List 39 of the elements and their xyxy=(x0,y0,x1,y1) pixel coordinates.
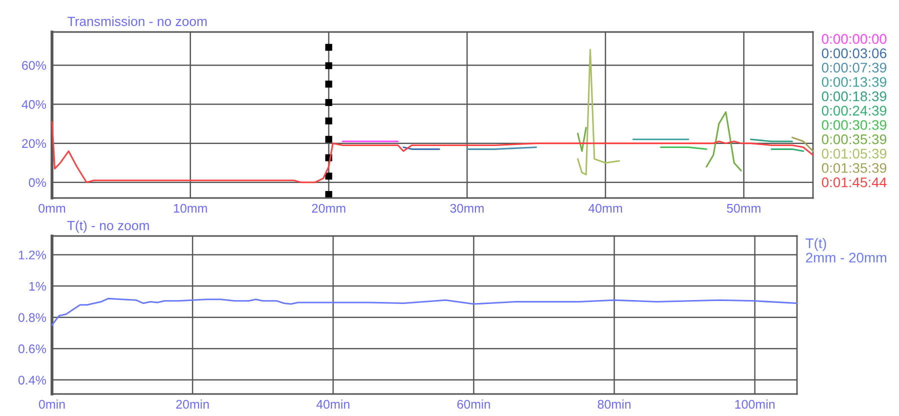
chart-title: Transmission - no zoom xyxy=(68,16,207,26)
x-tick-label: 80min xyxy=(598,400,630,409)
series-label: 0:01:45:44 xyxy=(822,177,887,188)
text: 2mm - 20mm xyxy=(806,252,886,263)
x-tick-label: 20mm xyxy=(312,204,346,213)
y-tick-label: 0.4% xyxy=(18,376,46,385)
y-tick-label: 0.8% xyxy=(18,313,46,322)
y-tick-label: 1.2% xyxy=(18,250,46,260)
x-tick-label: 50mm xyxy=(726,204,760,213)
y-tick-label: 20% xyxy=(22,139,46,148)
x-tick-label: 0mm xyxy=(38,204,66,213)
text: 0:00:03:06 xyxy=(822,48,886,58)
y-tick-label: 1% xyxy=(29,282,46,291)
line-series xyxy=(51,298,798,326)
text: 0:00:07:39 xyxy=(822,62,886,73)
x-tick-label: 100min xyxy=(735,400,775,409)
line-series xyxy=(51,121,814,184)
line-series xyxy=(577,48,620,176)
x-tick-label: 10mm xyxy=(174,204,207,213)
x-tick-label: 30mm xyxy=(450,204,484,213)
text: 0:00:30:39 xyxy=(822,120,886,130)
text: 0:01:05:39 xyxy=(822,148,886,159)
x-tick-label: 20min xyxy=(176,400,209,409)
series-label: 0:01:35:39 xyxy=(822,163,886,173)
legend-title: T(t) xyxy=(806,238,826,251)
chart-title: T(t) - no zoom xyxy=(67,220,149,233)
x-tick-label: 40min xyxy=(316,400,350,409)
text: 0:00:24:39 xyxy=(822,106,886,116)
x-tick-label: 0min xyxy=(38,400,65,409)
text: 0:00:18:39 xyxy=(822,91,886,102)
text: 0:00:13:39 xyxy=(822,77,886,87)
x-tick-label: 60min xyxy=(457,400,490,409)
y-tick-label: 0% xyxy=(28,178,46,188)
text: 0:00:35:39 xyxy=(822,134,886,144)
y-tick-label: 60% xyxy=(22,61,46,70)
text: 0:00:00:00 xyxy=(822,34,886,44)
x-tick-label: 40mm xyxy=(588,204,622,213)
y-tick-label: 40% xyxy=(22,100,46,109)
y-tick-label: 0.6% xyxy=(18,344,46,354)
